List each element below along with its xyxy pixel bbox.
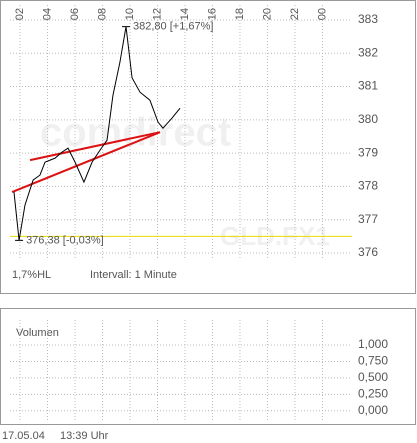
trend-line bbox=[29, 131, 161, 162]
y-tick-label: 379 bbox=[358, 145, 378, 159]
y-tick-label: 378 bbox=[358, 179, 378, 193]
y-tick-label: 381 bbox=[358, 79, 378, 93]
y-tick-label: 380 bbox=[358, 112, 378, 126]
volume-title: Volumen bbox=[16, 327, 59, 339]
info: 1,7%HL bbox=[12, 269, 51, 281]
high-label: 382,80 [+1,67%] bbox=[133, 21, 213, 33]
y-tick-label: 383 bbox=[358, 12, 378, 26]
y-tick-label: 1,000 bbox=[358, 337, 388, 351]
trend-line bbox=[11, 131, 161, 194]
x-tick-label: 14 bbox=[179, 8, 191, 20]
x-tick-label: 20 bbox=[261, 8, 273, 20]
x-tick-label: 18 bbox=[234, 8, 246, 20]
footer-date: 17.05.04 bbox=[2, 430, 45, 442]
footer-time: 13:39 Uhr bbox=[60, 430, 109, 442]
x-tick-label: 00 bbox=[316, 8, 328, 20]
price-panel bbox=[0, 0, 416, 294]
price-line bbox=[13, 26, 181, 241]
info: Intervall: 1 Minute bbox=[90, 269, 177, 281]
y-tick-label: 0,250 bbox=[358, 387, 388, 401]
y-tick-label: 382 bbox=[358, 45, 378, 59]
x-tick-label: 04 bbox=[41, 8, 53, 20]
low-label: 376,38 [-0,03%] bbox=[26, 234, 104, 246]
watermark: comdirect bbox=[40, 111, 231, 155]
volume-panel bbox=[0, 308, 416, 425]
x-tick-label: 22 bbox=[289, 8, 301, 20]
y-tick-label: 0,000 bbox=[358, 403, 388, 417]
x-tick-label: 06 bbox=[69, 8, 81, 20]
y-tick-label: 377 bbox=[358, 212, 378, 226]
x-tick-label: 12 bbox=[151, 8, 163, 20]
x-tick-label: 16 bbox=[206, 8, 218, 20]
x-tick-label: 02 bbox=[14, 8, 26, 20]
y-tick-label: 0,750 bbox=[358, 354, 388, 368]
y-tick-label: 376 bbox=[358, 245, 378, 259]
x-tick-label: 10 bbox=[124, 8, 136, 20]
y-tick-label: 0,500 bbox=[358, 370, 388, 384]
x-tick-label: 08 bbox=[96, 8, 108, 20]
